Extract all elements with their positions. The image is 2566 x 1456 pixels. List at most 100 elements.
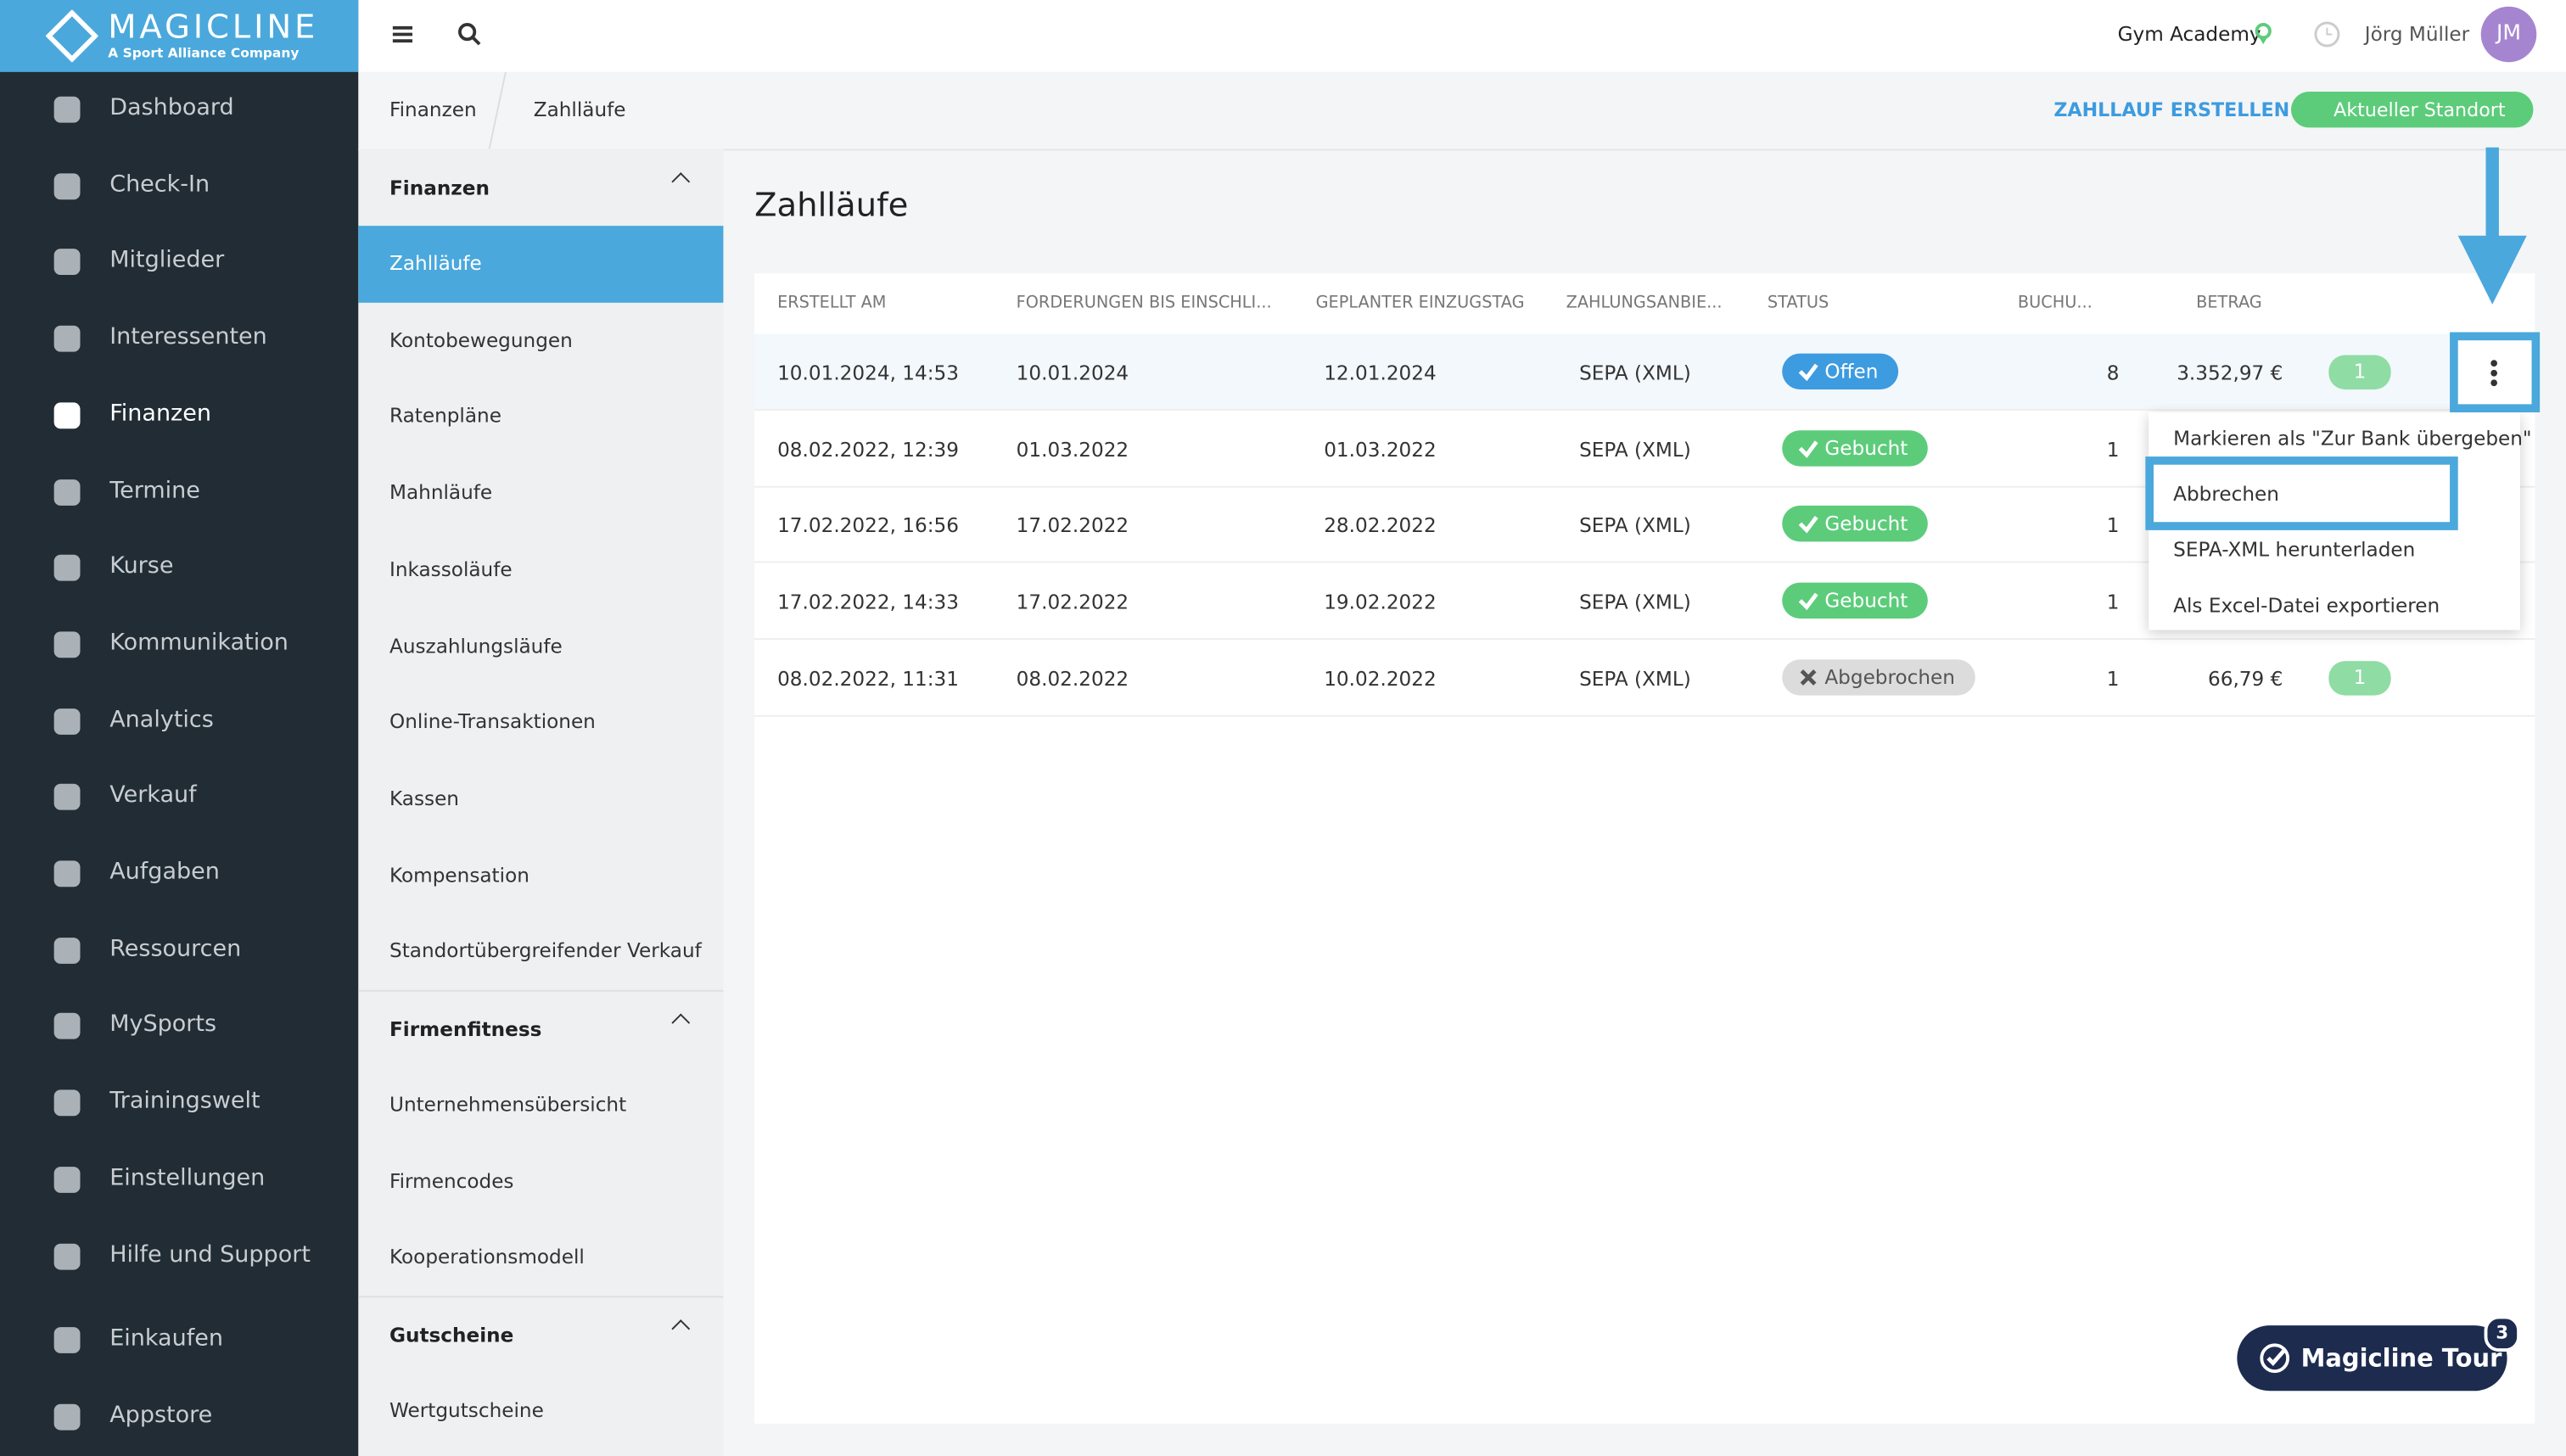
subnav-item[interactable]: Inkassoläufe bbox=[389, 557, 513, 581]
nav-item[interactable]: Kurse bbox=[109, 553, 174, 580]
subnav: Finanzen Zahlläufe Kontobewegungen Ratenplä… bbox=[358, 148, 724, 1456]
column-header[interactable]: BETRAG bbox=[2196, 294, 2262, 313]
subnav-section[interactable]: Firmenfitness bbox=[389, 1017, 542, 1041]
create-button[interactable]: ZAHLLAUF ERSTELLEN bbox=[2053, 98, 2290, 121]
status-icon bbox=[1798, 440, 1818, 458]
column-header[interactable]: ZAHLUNGSANBIE... bbox=[1566, 294, 1723, 313]
location-button[interactable]: Aktueller Standort bbox=[2290, 91, 2534, 128]
nav-item[interactable]: Finanzen bbox=[109, 400, 211, 427]
status-icon bbox=[1798, 592, 1818, 611]
status-icon bbox=[1798, 363, 1818, 382]
menu-icon[interactable] bbox=[391, 23, 414, 46]
subnav-item[interactable]: Kontobewegungen bbox=[389, 328, 573, 352]
subnav-item[interactable]: Ratenpläne bbox=[389, 405, 501, 428]
cell: 17.02.2022, 14:33 bbox=[777, 591, 959, 614]
nav-item[interactable]: Einkaufen bbox=[109, 1325, 223, 1352]
nav-item[interactable]: Interessenten bbox=[109, 324, 267, 350]
menu-item[interactable]: Abbrechen bbox=[2173, 482, 2279, 506]
nav-item[interactable]: Verkauf bbox=[109, 782, 197, 809]
status-badge: Gebucht bbox=[1782, 429, 1928, 467]
bookings: 1 bbox=[2106, 667, 2120, 691]
bookings: 1 bbox=[2106, 591, 2120, 614]
menu-item[interactable]: SEPA-XML herunterladen bbox=[2173, 538, 2416, 562]
subnav-item[interactable]: Standortübergreifender Verkauf bbox=[389, 939, 702, 963]
menu-item[interactable]: Markieren als "Zur Bank übergeben" bbox=[2173, 427, 2532, 451]
nav-item[interactable]: Hilfe und Support bbox=[109, 1240, 311, 1268]
subnav-section[interactable]: Finanzen bbox=[389, 176, 490, 200]
cell: 10.02.2022 bbox=[1324, 667, 1437, 691]
column-header[interactable]: STATUS bbox=[1767, 294, 1829, 313]
subnav-section[interactable]: Gutscheine bbox=[389, 1324, 514, 1347]
subnav-item[interactable]: Unternehmensübersicht bbox=[389, 1093, 627, 1117]
nav-icon bbox=[53, 172, 81, 199]
nav-item[interactable]: MySports bbox=[109, 1011, 217, 1039]
cell: 01.03.2022 bbox=[1016, 438, 1129, 462]
breadcrumb-bar: Finanzen Zahlläufe ZAHLLAUF ERSTELLEN Ak… bbox=[358, 71, 2566, 151]
nav-item[interactable]: Kommunikation bbox=[109, 630, 289, 657]
nav-item[interactable]: Termine bbox=[109, 477, 200, 504]
subnav-item[interactable]: Mahnläufe bbox=[389, 481, 493, 505]
bookings: 1 bbox=[2106, 514, 2120, 538]
status-badge: Offen bbox=[1782, 353, 1898, 389]
kebab-dot bbox=[2490, 360, 2497, 367]
cell: 28.02.2022 bbox=[1324, 514, 1437, 538]
subnav-item[interactable]: Firmencodes bbox=[389, 1169, 514, 1193]
chevron[interactable] bbox=[671, 1013, 691, 1033]
subnav-active bbox=[358, 226, 724, 303]
kebab-button[interactable] bbox=[2450, 332, 2541, 412]
tour-button[interactable]: Magicline Tour 3 bbox=[2237, 1315, 2520, 1392]
nav-item[interactable]: Check-In bbox=[109, 171, 210, 198]
chevron[interactable] bbox=[671, 1319, 691, 1339]
subnav-item[interactable]: Zahlläufe bbox=[389, 251, 482, 275]
subnav-item[interactable]: Wertgutscheine bbox=[389, 1399, 544, 1423]
menu-item[interactable]: Als Excel-Datei exportieren bbox=[2173, 594, 2440, 618]
nav-item[interactable]: Mitglieder bbox=[109, 247, 225, 274]
nav-item[interactable]: Trainingswelt bbox=[109, 1088, 261, 1115]
subnav-item[interactable]: Online-Transaktionen bbox=[389, 710, 596, 734]
dropdown-menu: Markieren als "Zur Bank übergeben" Abbrec… bbox=[2149, 412, 2532, 630]
clock-icon[interactable] bbox=[2312, 20, 2342, 49]
search-icon[interactable] bbox=[457, 21, 483, 48]
cell: 08.02.2022 bbox=[1016, 667, 1129, 691]
nav-item[interactable]: Analytics bbox=[109, 706, 214, 733]
nav-icon bbox=[53, 1327, 81, 1353]
column-header[interactable]: FORDERUNGEN BIS EINSCHLI... bbox=[1016, 294, 1272, 313]
cell: 12.01.2024 bbox=[1324, 361, 1437, 385]
tour-icon bbox=[2260, 1343, 2290, 1374]
nav-item[interactable]: Einstellungen bbox=[109, 1164, 266, 1191]
subnav-item[interactable]: Kompensation bbox=[389, 863, 529, 887]
nav-icon bbox=[53, 1403, 81, 1431]
breadcrumb[interactable]: Zahlläufe bbox=[533, 98, 626, 121]
subnav-item[interactable]: Auszahlungsläufe bbox=[389, 634, 563, 658]
nav-item[interactable]: Ressourcen bbox=[109, 935, 242, 962]
divider bbox=[358, 1296, 724, 1298]
avatar[interactable]: JM bbox=[2480, 6, 2537, 63]
nav-icon bbox=[53, 860, 81, 888]
nav-item[interactable]: Dashboard bbox=[109, 94, 234, 121]
nav-icon bbox=[53, 1089, 81, 1117]
nav-icon bbox=[53, 555, 81, 582]
subnav-item[interactable]: Kassen bbox=[389, 787, 459, 810]
chevron[interactable] bbox=[671, 172, 691, 191]
nav-item[interactable]: Aufgaben bbox=[109, 859, 220, 886]
pin-badge[interactable]: 1 bbox=[2328, 355, 2391, 389]
nav-icon bbox=[53, 479, 81, 505]
tour-label[interactable]: Magicline Tour bbox=[2300, 1343, 2502, 1374]
breadcrumb[interactable]: Finanzen bbox=[389, 98, 477, 121]
column-header[interactable]: GEPLANTER EINZUGSTAG bbox=[1315, 294, 1525, 313]
column-header[interactable]: BUCHU... bbox=[2017, 294, 2093, 313]
nav-item[interactable]: Appstore bbox=[109, 1402, 213, 1429]
tour-badge: 3 bbox=[2484, 1315, 2520, 1352]
brand-tagline: A Sport Alliance Company bbox=[108, 45, 300, 61]
column-header[interactable]: ERSTELLT AM bbox=[777, 294, 887, 313]
pin-badge[interactable]: 1 bbox=[2328, 660, 2391, 696]
nav-icon bbox=[53, 784, 81, 811]
amount: 3.352,97 € bbox=[2177, 361, 2283, 385]
cell: 08.02.2022, 11:31 bbox=[777, 667, 959, 691]
status-badge: Abgebrochen bbox=[1782, 658, 1975, 696]
nav-icon bbox=[53, 1013, 81, 1040]
user-name[interactable]: Jörg Müller bbox=[2364, 22, 2470, 46]
studio-name[interactable]: Gym Academy bbox=[2117, 22, 2261, 46]
subnav-item[interactable]: Kooperationsmodell bbox=[389, 1246, 585, 1269]
nav-icon bbox=[53, 325, 81, 352]
